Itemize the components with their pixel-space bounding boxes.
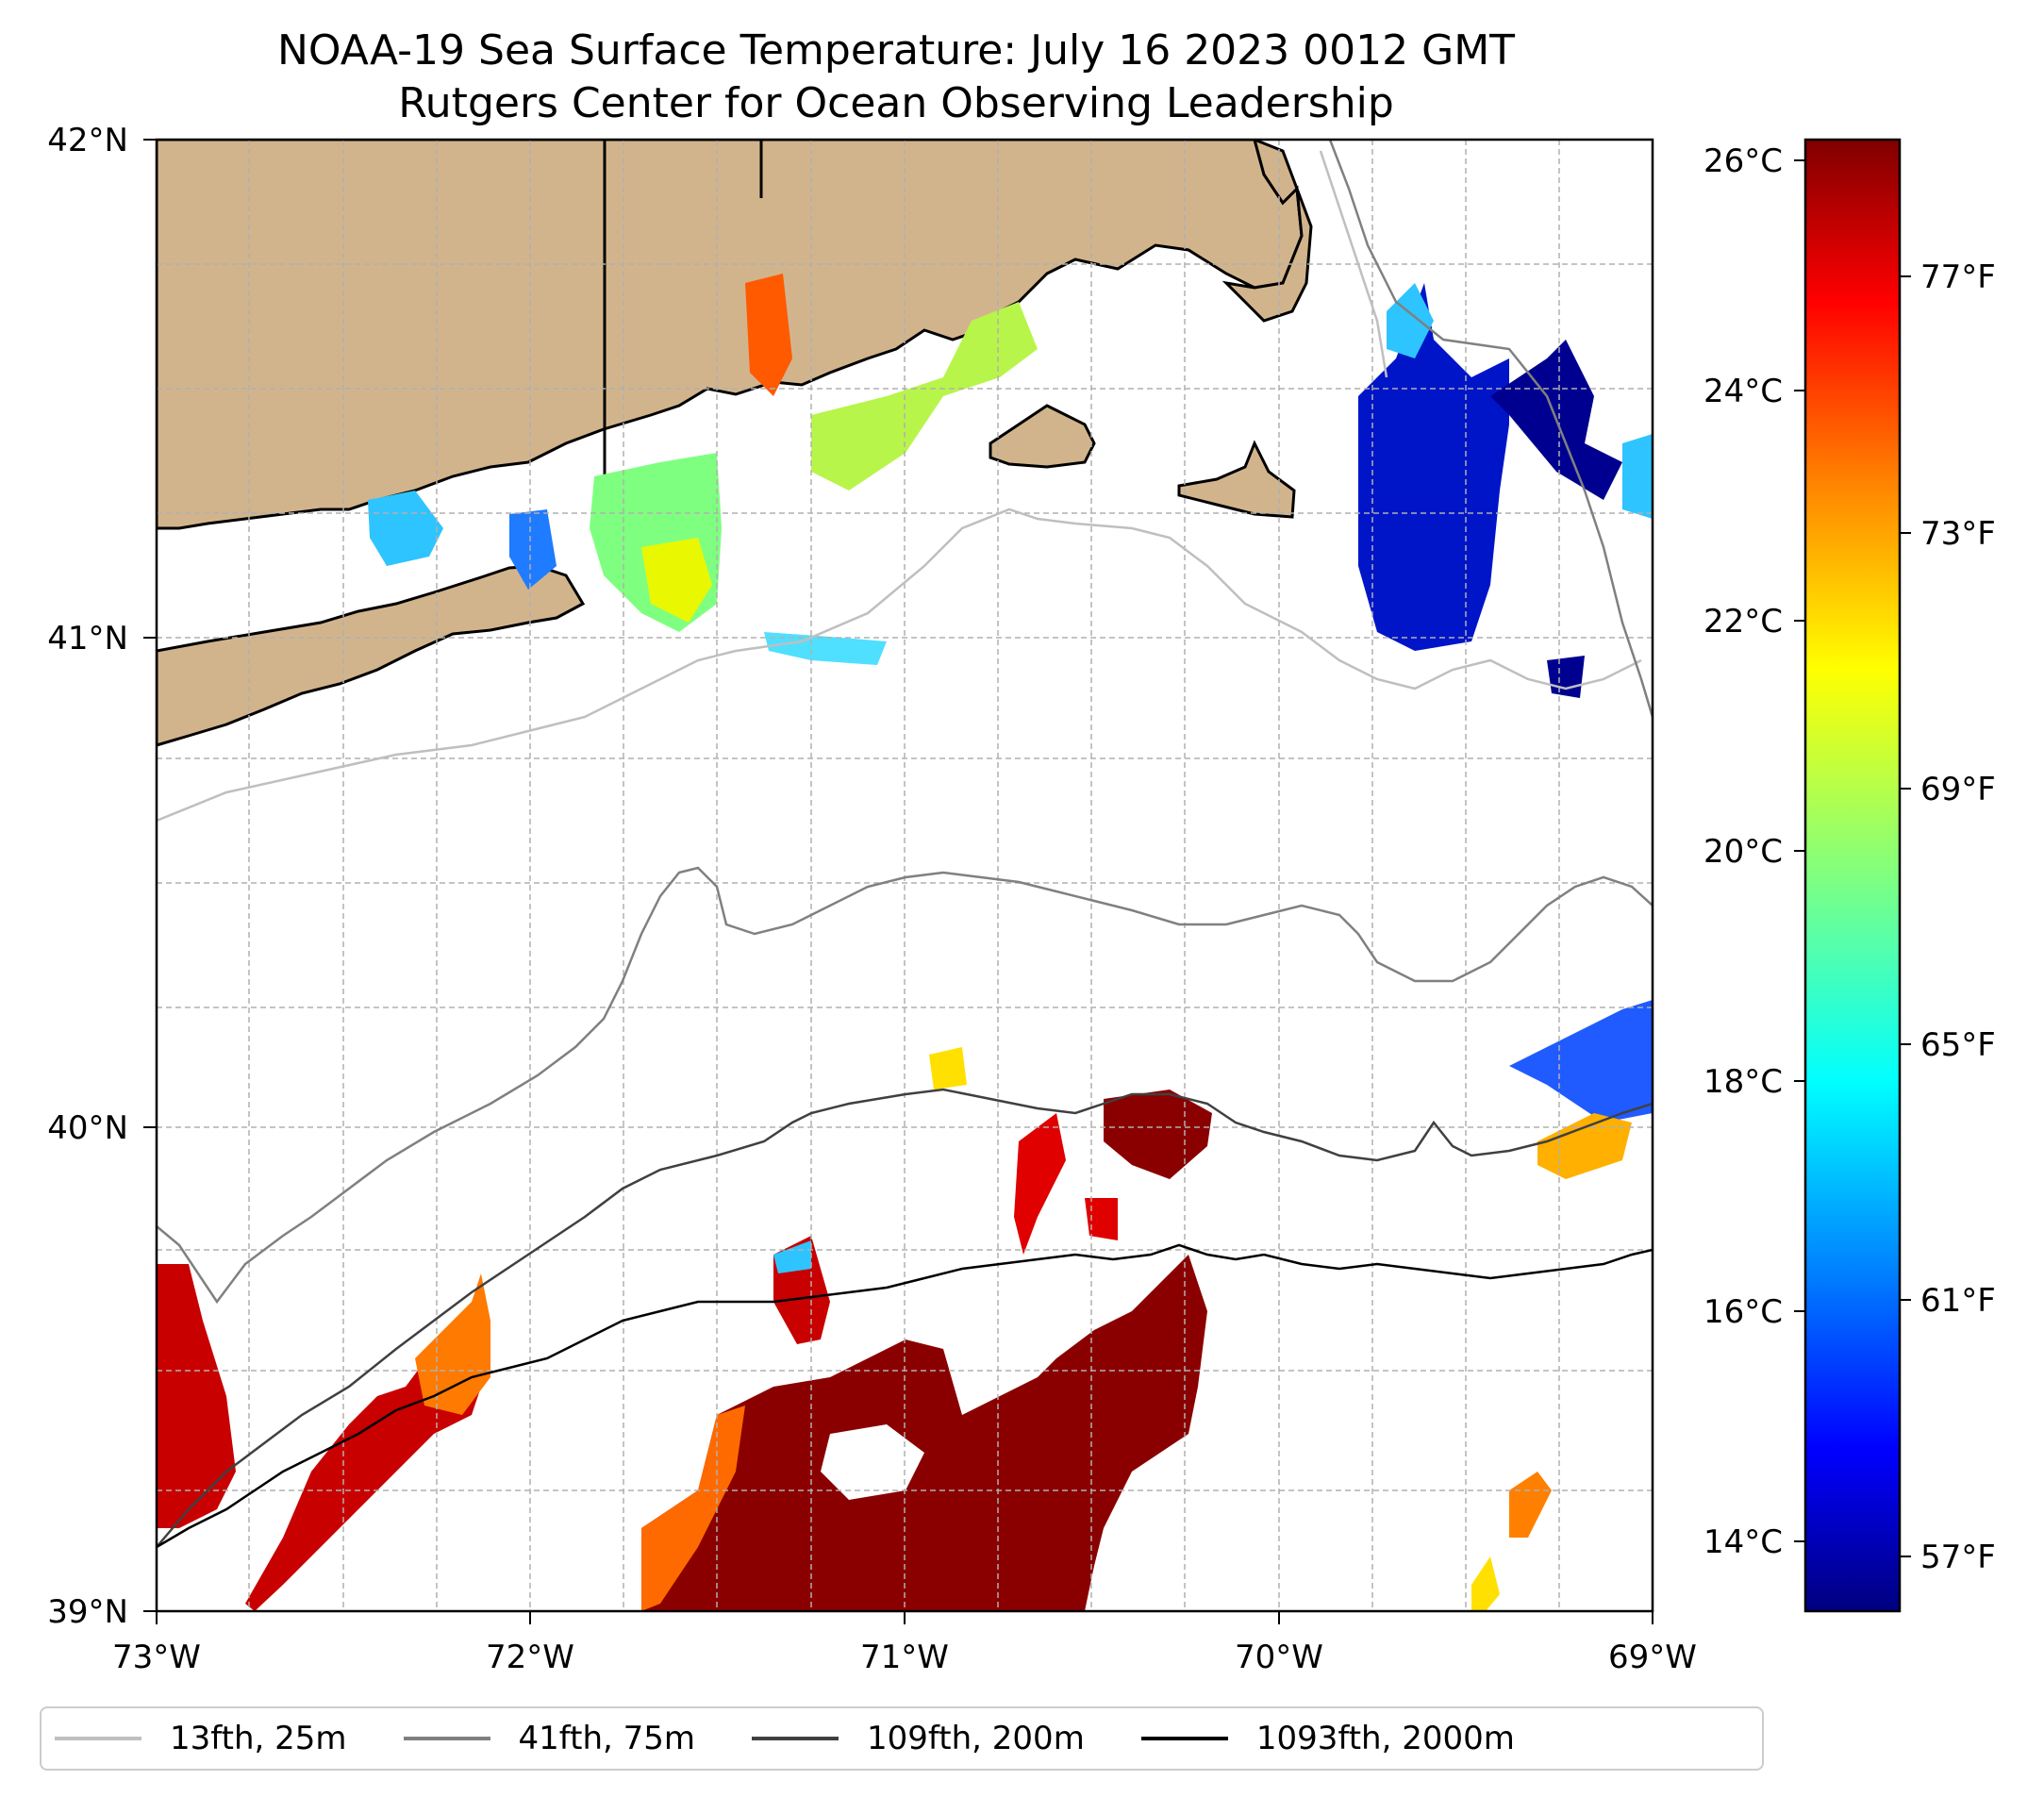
sst-patch-canyon-mid-2 bbox=[773, 1240, 811, 1273]
contour-25m bbox=[157, 507, 1642, 823]
colorbar-c-label-24: 24°C bbox=[1703, 373, 1783, 410]
colorbar-c-label-16: 16°C bbox=[1703, 1293, 1783, 1331]
legend: 13fth, 25m 41fth, 75m 109fth, 200m 1093f… bbox=[40, 1706, 1764, 1771]
sst-patch-east-small bbox=[1547, 656, 1585, 698]
sst-patch-narragansett bbox=[745, 274, 792, 396]
gridlines bbox=[157, 140, 1653, 1611]
sst-patch-spot-2 bbox=[929, 1047, 967, 1090]
sst-patch-buzzards-bay bbox=[811, 302, 1038, 491]
sst-patch-left-warm bbox=[157, 1264, 236, 1528]
colorbar-c-label-18: 18°C bbox=[1703, 1063, 1783, 1101]
colorbar-c-label-20: 20°C bbox=[1703, 833, 1783, 871]
sst-patch-south-of-ri bbox=[764, 632, 887, 665]
lon-label-73w: 73°W bbox=[112, 1639, 201, 1676]
sst-patch-streak-1 bbox=[1014, 1113, 1066, 1255]
colorbar bbox=[1803, 138, 1902, 1613]
legend-label-25m: 13fth, 25m bbox=[170, 1720, 347, 1757]
chart-title: NOAA-19 Sea Surface Temperature: July 16… bbox=[276, 26, 1516, 75]
sst-patch-se-small bbox=[1509, 1472, 1552, 1538]
sst-patch-left-warm-3 bbox=[415, 1273, 490, 1415]
legend-swatch-200m bbox=[752, 1737, 839, 1740]
legend-item-75m: 41fth, 75m bbox=[403, 1720, 696, 1757]
colorbar-f-label-77: 77°F bbox=[1920, 258, 1996, 296]
legend-label-2000m: 1093fth, 2000m bbox=[1255, 1720, 1515, 1757]
sst-patch-ri-sound-inner bbox=[641, 538, 712, 623]
colorbar-celsius-ticks bbox=[1794, 159, 1805, 1542]
lat-label-39n: 39°N bbox=[47, 1593, 128, 1631]
colorbar-c-label-26: 26°C bbox=[1703, 142, 1783, 180]
sst-patch-li-sound bbox=[368, 491, 443, 566]
sst-patch-large-warm bbox=[641, 1255, 1207, 1611]
sst-patch-nantucket-shoals bbox=[1358, 283, 1509, 651]
colorbar-f-label-65: 65°F bbox=[1920, 1026, 1996, 1064]
colorbar-f-label-69: 69°F bbox=[1920, 771, 1996, 808]
contour-2000m bbox=[157, 1243, 1653, 1549]
colorbar-f-label-61: 61°F bbox=[1920, 1282, 1996, 1320]
legend-label-200m: 109fth, 200m bbox=[867, 1720, 1085, 1757]
map-area bbox=[157, 140, 1653, 1611]
contour-25m-north bbox=[1319, 150, 1388, 378]
legend-label-75m: 41fth, 75m bbox=[518, 1720, 696, 1757]
legend-item-2000m: 1093fth, 2000m bbox=[1140, 1720, 1515, 1757]
land-marthas-vineyard bbox=[989, 404, 1096, 469]
sst-patch-se-small-2 bbox=[1471, 1556, 1500, 1611]
land-cape-cod bbox=[1221, 140, 1313, 323]
sst-patch-large-warm-edge bbox=[641, 1406, 745, 1611]
colorbar-f-label-73: 73°F bbox=[1920, 515, 1996, 553]
lon-label-69w: 69°W bbox=[1608, 1639, 1697, 1676]
lon-label-72w: 72°W bbox=[486, 1639, 574, 1676]
lon-label-71w: 71°W bbox=[860, 1639, 949, 1676]
legend-swatch-25m bbox=[55, 1737, 141, 1740]
chart-subtitle: Rutgers Center for Ocean Observing Leade… bbox=[398, 79, 1394, 127]
axis-ticks bbox=[143, 139, 1653, 1624]
colorbar-c-label-22: 22°C bbox=[1703, 603, 1783, 641]
legend-swatch-75m bbox=[403, 1737, 490, 1740]
contour-75m-north bbox=[1328, 140, 1653, 718]
colorbar-fahrenheit-ticks bbox=[1900, 275, 1911, 1557]
sst-patch-li-sound-2 bbox=[509, 509, 557, 590]
land-long-island bbox=[157, 564, 586, 747]
legend-item-25m: 13fth, 25m bbox=[55, 1720, 347, 1757]
contour-75m bbox=[157, 866, 1653, 1305]
colorbar-c-label-14: 14°C bbox=[1703, 1523, 1783, 1561]
sst-patch-east-edge bbox=[1622, 434, 1653, 519]
legend-item-200m: 109fth, 200m bbox=[752, 1720, 1085, 1757]
legend-swatch-2000m bbox=[1140, 1737, 1228, 1740]
lat-label-42n: 42°N bbox=[47, 122, 128, 159]
sst-patch-large-warm-hole bbox=[821, 1424, 924, 1500]
lat-label-40n: 40°N bbox=[47, 1109, 128, 1147]
sst-patch-spot-1 bbox=[1085, 1198, 1118, 1240]
lon-label-70w: 70°W bbox=[1235, 1639, 1323, 1676]
sst-patch-slope-east-orange bbox=[1537, 1113, 1632, 1179]
colorbar-f-label-57: 57°F bbox=[1920, 1539, 1996, 1576]
contour-200m bbox=[157, 1088, 1653, 1548]
land-nantucket bbox=[1177, 440, 1296, 519]
lat-label-41n: 41°N bbox=[47, 620, 128, 657]
sst-patch-slope-east-blue bbox=[1509, 1000, 1653, 1123]
sst-patch-nantucket-shoals-north bbox=[1387, 283, 1434, 358]
